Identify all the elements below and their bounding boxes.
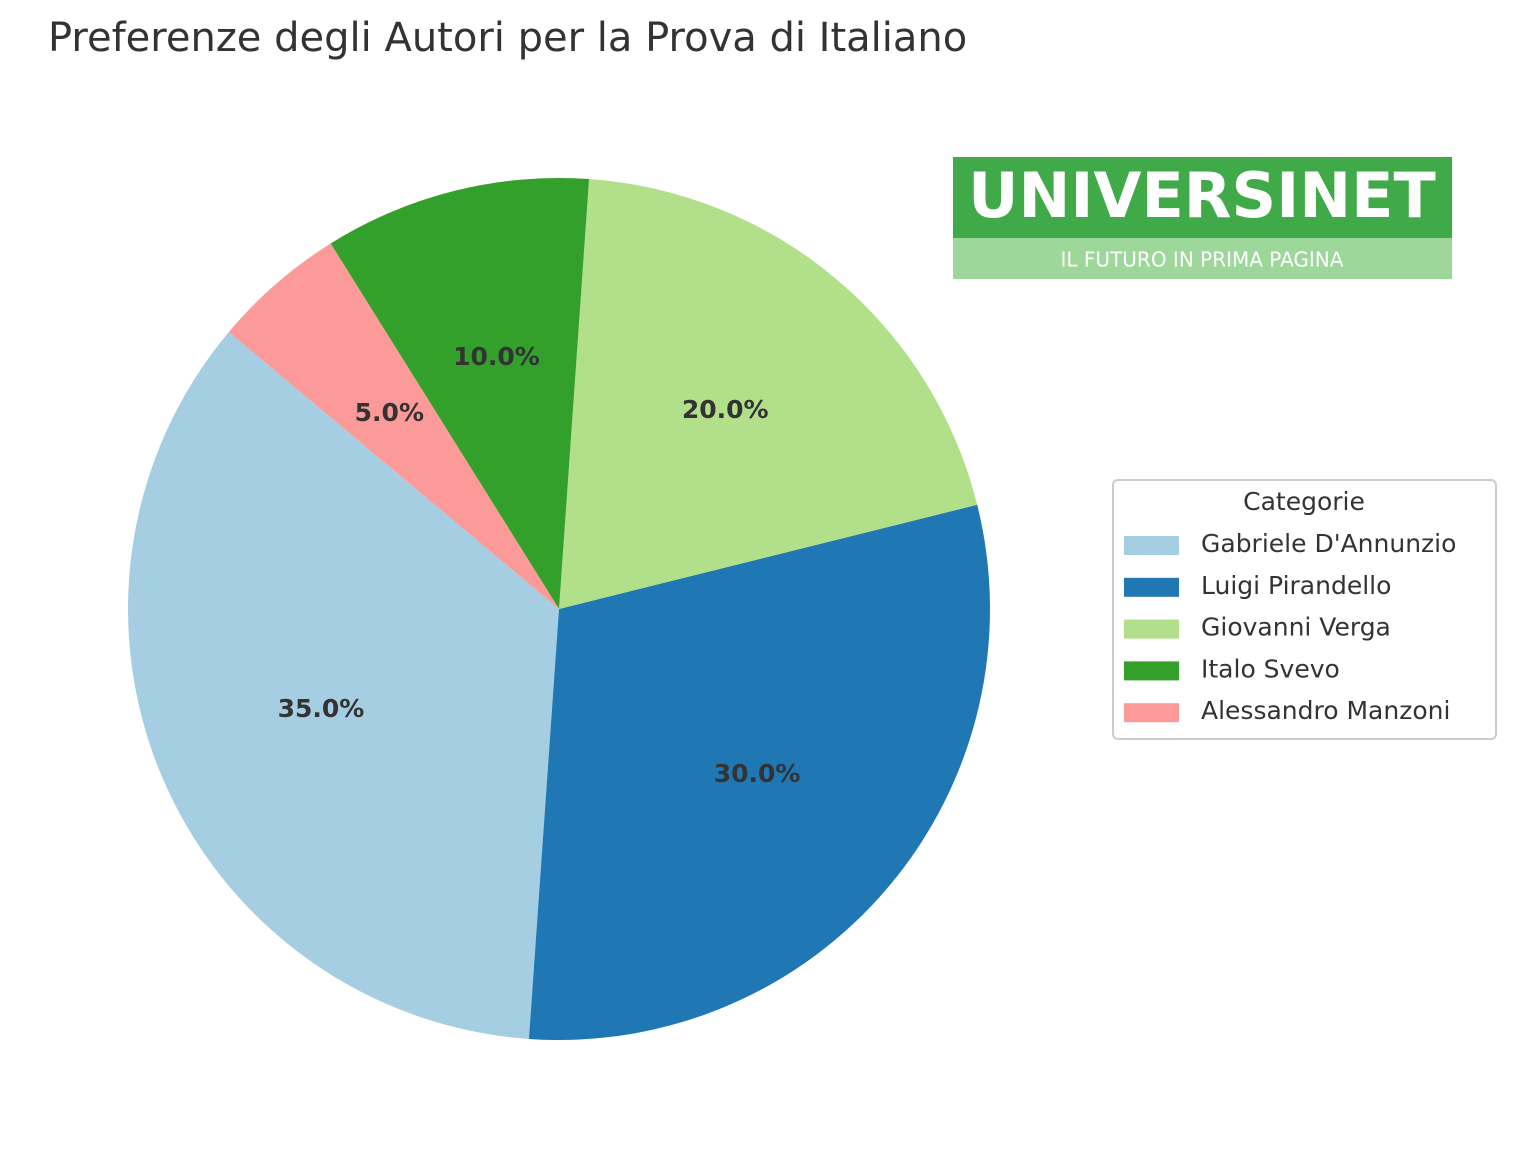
slice-label: 5.0% bbox=[355, 398, 424, 427]
legend-swatch bbox=[1124, 536, 1179, 555]
legend-label: Alessandro Manzoni bbox=[1201, 696, 1450, 725]
pie-slice bbox=[528, 504, 990, 1040]
pie-slice bbox=[330, 178, 590, 609]
legend-swatch bbox=[1124, 619, 1179, 639]
legend-title: Categorie bbox=[1243, 487, 1365, 516]
legend-label: Giovanni Verga bbox=[1201, 613, 1391, 642]
slice-label: 35.0% bbox=[278, 694, 365, 723]
slice-label: 20.0% bbox=[682, 395, 769, 424]
legend-label: Luigi Pirandello bbox=[1201, 571, 1391, 600]
logo-bottom bbox=[953, 238, 1452, 279]
legend-swatch bbox=[1124, 577, 1179, 597]
logo-name: UNIVERSINET bbox=[968, 159, 1436, 232]
legend-box bbox=[1112, 479, 1497, 740]
logo-tagline: IL FUTURO IN PRIMA PAGINA bbox=[1061, 248, 1344, 272]
logo: UNIVERSINET IL FUTURO IN PRIMA PAGINA bbox=[953, 157, 1452, 279]
pie-slice bbox=[228, 243, 559, 609]
legend-label: Gabriele D'Annunzio bbox=[1201, 529, 1456, 558]
pie-slice bbox=[128, 331, 559, 1039]
pie-slice bbox=[559, 179, 978, 609]
slice-label: 10.0% bbox=[453, 342, 540, 371]
chart-title: Preferenze degli Autori per la Prova di … bbox=[48, 15, 967, 61]
legend-label: Italo Svevo bbox=[1201, 654, 1340, 683]
logo-top bbox=[953, 157, 1452, 238]
legend-swatch bbox=[1124, 703, 1179, 723]
slice-label: 30.0% bbox=[714, 759, 801, 788]
legend-swatch bbox=[1124, 661, 1179, 681]
